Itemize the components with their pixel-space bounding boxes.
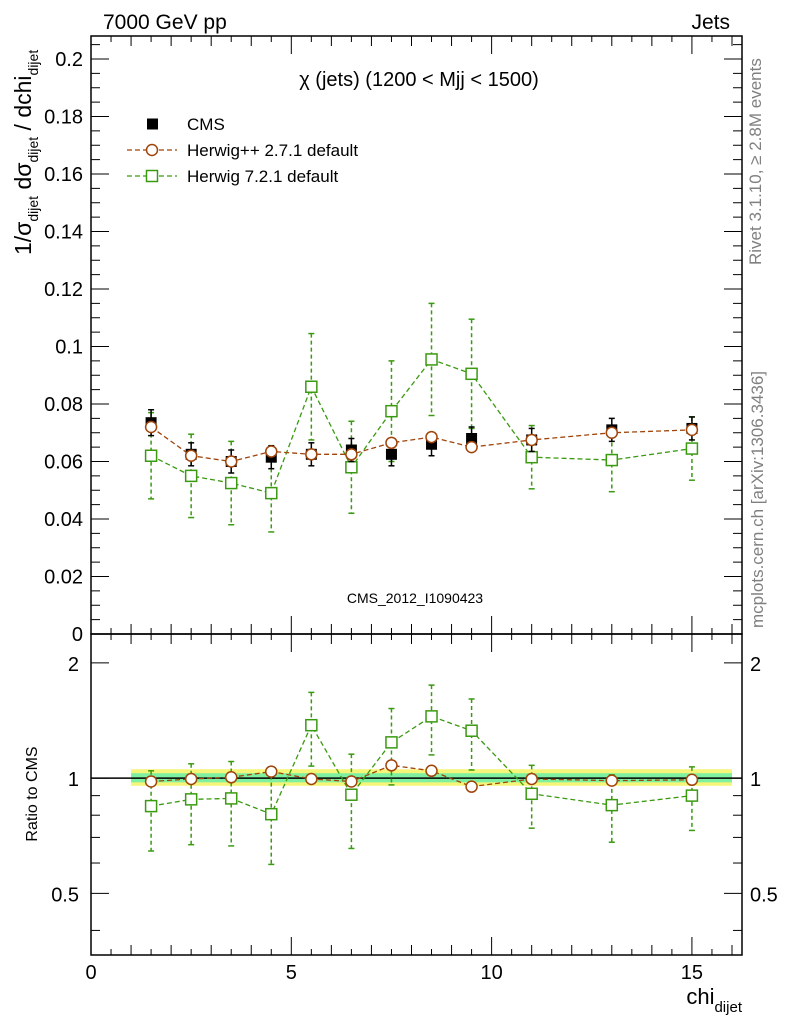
cms-marker <box>466 433 478 444</box>
y-tick-label: 1 <box>68 769 79 791</box>
legend-label: CMS <box>187 115 225 134</box>
x-tick-label: 15 <box>681 962 703 984</box>
header-right: Jets <box>691 11 730 34</box>
herwig7-ratio-line <box>150 715 692 816</box>
herwig7-marker <box>425 710 438 723</box>
watermark: CMS_2012_I1090423 <box>347 590 483 606</box>
herwigpp-line <box>150 426 692 463</box>
herwig7-marker <box>265 486 278 500</box>
lower-y-axis-label: Ratio to CMS <box>24 746 41 841</box>
header-left: 7000 GeV pp <box>103 11 227 34</box>
herwigpp-marker <box>605 426 619 439</box>
herwigpp-marker <box>144 775 158 788</box>
herwigpp-ratio-line <box>151 764 692 788</box>
y-tick-label: 0 <box>72 624 83 646</box>
lower-plot-frame <box>90 633 743 956</box>
legend: CMS Herwig++ 2.7.1 default Herwig 7.2.1 de… <box>127 115 358 186</box>
herwigpp-marker <box>265 765 278 778</box>
herwig7-marker <box>605 453 619 467</box>
herwigpp-marker <box>184 772 198 786</box>
y-tick-label: 0.14 <box>44 222 83 244</box>
herwigpp-marker <box>305 448 318 461</box>
legend-herwigpp-marker <box>145 143 159 157</box>
y-tick-label: 0.16 <box>44 164 83 186</box>
herwig7-marker <box>345 788 358 801</box>
y-tick-label-right: 2 <box>750 654 761 676</box>
herwig7-marker <box>144 799 158 813</box>
herwigpp-marker <box>265 445 278 458</box>
legend-herwig7-marker <box>145 169 159 183</box>
herwig7-marker <box>605 798 619 812</box>
cms-marker <box>385 448 397 460</box>
herwigpp-marker <box>605 774 619 787</box>
herwigpp-marker <box>144 420 158 434</box>
x-tick-label: 10 <box>480 962 502 984</box>
y-tick-label: 0.2 <box>55 49 83 71</box>
lower-side-label: mcplots.cern.ch [arXiv:1306.3436] <box>748 371 767 628</box>
herwig7-marker <box>425 353 438 366</box>
cms-marker <box>426 438 438 450</box>
x-tick-label: 5 <box>286 962 297 984</box>
lower-panel: 0 5 10 15 0.5 0.5 1 1 2 2 <box>51 633 778 984</box>
y-tick-label: 0.5 <box>51 884 79 906</box>
herwig7-marker <box>465 724 478 737</box>
herwigpp-marker <box>345 448 358 461</box>
herwigpp-marker <box>184 449 198 462</box>
herwigpp-marker <box>224 455 238 468</box>
herwig7-marker <box>184 793 198 806</box>
herwig7-marker <box>345 461 358 474</box>
y-tick-label: 0.18 <box>44 107 83 129</box>
upper-side-label: Rivet 3.1.10, ≥ 2.8M events <box>746 58 765 265</box>
herwig7-marker <box>265 807 278 821</box>
y-tick-label: 0.06 <box>44 452 83 474</box>
herwig7-marker <box>525 450 538 464</box>
herwigpp-marker <box>525 772 538 786</box>
herwig7-marker <box>184 469 198 483</box>
upper-title: χ (jets) (1200 < Mjj < 1500) <box>299 69 539 91</box>
legend-cms-marker <box>147 118 158 130</box>
herwig7-marker <box>224 792 238 805</box>
legend-label: Herwig 7.2.1 default <box>187 167 338 186</box>
y-tick-label-right: 0.5 <box>750 884 778 906</box>
svg-text:1/σdijet dσdijet / dchidijet: 1/σdijet dσdijet / dchidijet <box>10 50 41 255</box>
herwig7-marker <box>305 718 318 732</box>
herwig7-marker <box>144 449 158 462</box>
x-axis-label: chidijet <box>686 984 742 1016</box>
y-tick-label-right: 1 <box>750 769 761 791</box>
herwig7-marker <box>685 442 699 455</box>
upper-y-axis-label: 1/σdijet dσdijet / dchidijet <box>10 50 41 255</box>
herwig7-marker <box>685 789 699 802</box>
herwigpp-marker <box>425 764 438 778</box>
herwigpp-marker <box>224 771 238 784</box>
y-tick-label: 0.1 <box>55 337 83 359</box>
herwig7-marker <box>385 404 398 418</box>
y-tick-label: 0.04 <box>44 509 83 531</box>
herwig7-marker <box>525 787 538 801</box>
herwigpp-marker <box>465 780 478 793</box>
herwigpp-marker <box>685 423 699 437</box>
y-tick-label: 0.08 <box>44 394 83 416</box>
herwigpp-marker <box>345 775 358 788</box>
herwig7-marker <box>465 367 478 381</box>
x-tick-label: 0 <box>85 962 96 984</box>
herwigpp-marker <box>305 772 318 786</box>
y-tick-label: 0.12 <box>44 279 83 301</box>
herwigpp-marker <box>385 759 398 772</box>
herwig7-marker <box>385 736 398 749</box>
herwigpp-marker <box>385 436 398 450</box>
herwig7-line <box>150 358 693 494</box>
upper-panel: 0 0.02 0.04 0.06 0.08 0.1 0.12 0.14 0.16 0.18 0.2 C… <box>44 35 743 646</box>
herwig7-marker <box>224 476 238 490</box>
legend-label: Herwig++ 2.7.1 default <box>187 141 358 160</box>
herwigpp-marker <box>425 430 438 444</box>
herwig7-marker <box>305 380 318 393</box>
herwigpp-marker <box>685 773 699 787</box>
herwigpp-marker <box>465 440 478 454</box>
y-tick-label: 0.02 <box>44 567 83 589</box>
y-tick-label: 2 <box>68 654 79 676</box>
herwigpp-marker <box>525 433 538 447</box>
